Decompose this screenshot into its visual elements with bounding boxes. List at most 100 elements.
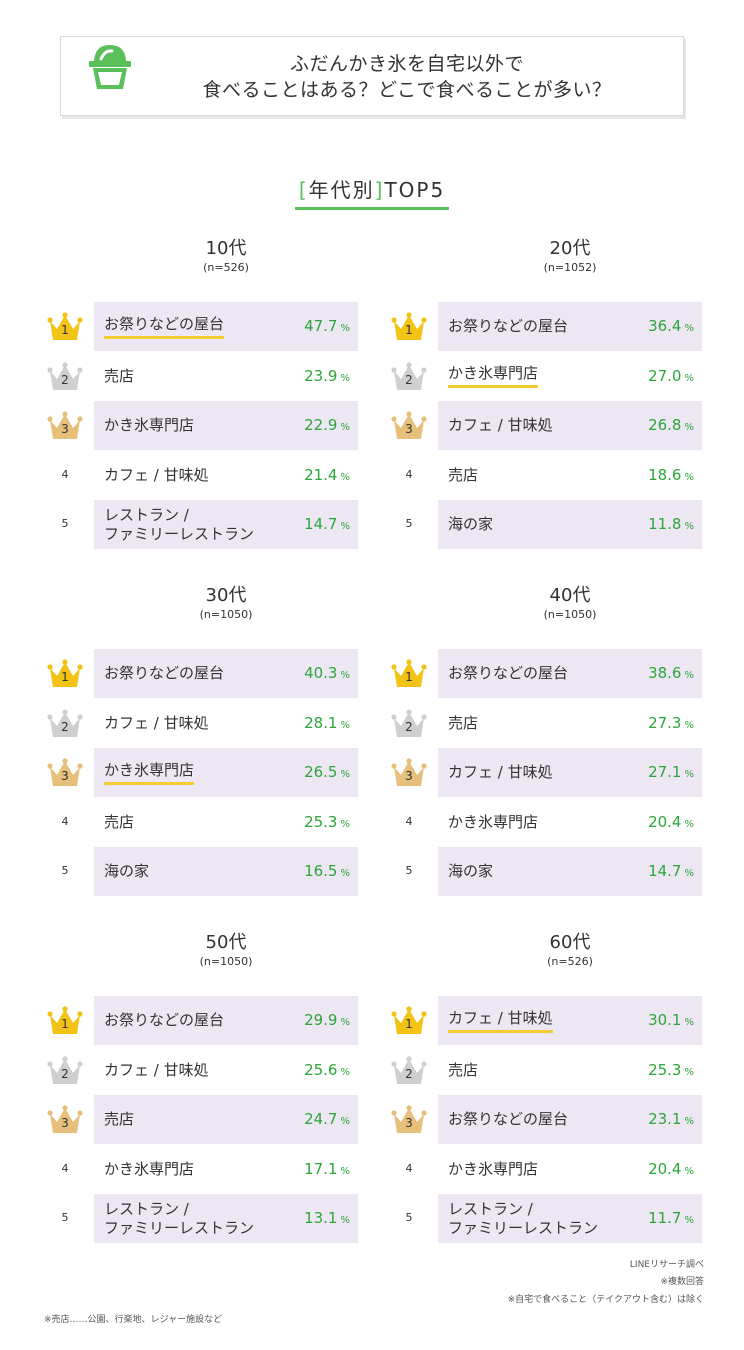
- value-number: 23.9: [304, 366, 338, 385]
- ranking-panel: 30代 (n=1050) 1 お祭りなどの屋台 40.3% 2 カフェ / 甘味処 28.1%…: [36, 585, 358, 897]
- place-label-text: 海の家: [448, 862, 494, 880]
- ranking-row: 5 レストラン / ファミリーレストラン 13.1%: [36, 1194, 358, 1243]
- ranking-panel: 40代 (n=1050) 1 お祭りなどの屋台 38.6% 2 売店 27.3% 3 カフェ / …: [380, 585, 702, 897]
- place-label-text: ファミリーレストラン: [448, 1218, 599, 1237]
- rank-cell: 2: [36, 699, 94, 748]
- age-group-title: 30代: [205, 585, 247, 606]
- place-label-text: かき氷専門店: [448, 812, 539, 831]
- page-title: ふだんかき氷を自宅以外で 食べることはある？どこで食べることが多い？: [141, 51, 673, 103]
- ranking-row: 1 お祭りなどの屋台 38.6%: [380, 649, 702, 698]
- crown-icon: [47, 1055, 83, 1084]
- crown-icon: [391, 708, 427, 737]
- percentage-value: 14.7%: [304, 500, 350, 549]
- crown-icon: [47, 1006, 83, 1034]
- crown-icon: [391, 659, 427, 687]
- ranking-row: 5 海の家 14.7%: [380, 847, 702, 896]
- value-number: 26.5: [304, 763, 338, 781]
- row-cell: カフェ / 甘味処 27.1%: [438, 748, 702, 797]
- crown-icon: [47, 361, 83, 390]
- row-cell: レストラン / ファミリーレストラン 13.1%: [94, 1194, 358, 1243]
- crown-icon: [47, 1105, 83, 1133]
- crown-icon: [47, 411, 83, 439]
- rank-number: 1: [405, 670, 413, 684]
- sample-size: (n=1052): [543, 261, 597, 274]
- percentage-value: 27.0%: [648, 352, 694, 401]
- row-cell: かき氷専門店 22.9%: [94, 401, 358, 450]
- crown-icon: [391, 361, 427, 390]
- rank-number: 1: [405, 323, 413, 337]
- place-label: 海の家: [448, 847, 628, 896]
- percentage-value: 22.9%: [304, 401, 350, 450]
- rank-number: 5: [61, 1211, 69, 1224]
- place-label: お祭りなどの屋台: [448, 302, 628, 351]
- crown-icon: [391, 1055, 427, 1084]
- rank-number: 1: [405, 1017, 413, 1031]
- place-label-text: かき氷専門店: [104, 1159, 195, 1178]
- value-number: 30.1: [648, 1011, 682, 1029]
- ranking-panel: 10代 (n=526) 1 お祭りなどの屋台 47.7% 2 売店 23.9% 3 かき氷専門店 2…: [36, 238, 358, 550]
- ranking-row: 5 レストラン / ファミリーレストラン 14.7%: [36, 500, 358, 549]
- place-label: かき氷専門店: [448, 352, 628, 401]
- footnote-exclude: ※自宅で食べること（テイクアウト含む）は除く: [507, 1295, 704, 1305]
- percentage-value: 26.5%: [304, 748, 350, 797]
- rank-cell: 2: [36, 1046, 94, 1095]
- percentage-value: 27.3%: [648, 699, 694, 748]
- place-label: お祭りなどの屋台: [448, 1095, 628, 1144]
- place-label-text: ファミリーレストラン: [104, 524, 255, 543]
- subtitle-text: 年代別: [308, 178, 375, 202]
- value-unit: %: [684, 769, 694, 780]
- place-label: かき氷専門店: [448, 798, 628, 847]
- crown-icon: [391, 758, 427, 786]
- age-group-title: 50代: [205, 932, 247, 953]
- ranking-row: 2 カフェ / 甘味処 28.1%: [36, 699, 356, 748]
- place-label-text: お祭りなどの屋台: [448, 664, 569, 682]
- percentage-value: 14.7%: [648, 847, 694, 896]
- row-cell: お祭りなどの屋台 29.9%: [94, 996, 358, 1045]
- subtitle-suffix: TOP5: [384, 178, 446, 202]
- ranking-row: 5 レストラン / ファミリーレストラン 11.7%: [380, 1194, 702, 1243]
- place-label-text: 海の家: [448, 515, 494, 533]
- value-unit: %: [340, 818, 350, 830]
- rank-number: 2: [61, 1066, 69, 1081]
- ranking-row: 2 売店 25.3%: [380, 1046, 700, 1095]
- percentage-value: 36.4%: [648, 302, 694, 351]
- value-number: 17.1: [304, 1159, 338, 1178]
- rank-cell: 3: [380, 748, 438, 797]
- shaved-ice-icon: [89, 45, 131, 89]
- row-cell: カフェ / 甘味処 30.1%: [438, 996, 702, 1045]
- ranking-row: 2 売店 23.9%: [36, 352, 356, 401]
- value-unit: %: [684, 372, 694, 384]
- title-line-1: ふだんかき氷を自宅以外で: [289, 53, 524, 75]
- age-group-title: 40代: [549, 585, 591, 606]
- value-number: 21.4: [304, 465, 338, 484]
- crown-icon: [391, 1006, 427, 1034]
- place-label: レストラン / ファミリーレストラン: [448, 1194, 628, 1243]
- rank-cell: 4: [380, 798, 438, 847]
- panel-header: 30代 (n=1050): [94, 585, 358, 623]
- crown-icon: [391, 1105, 427, 1133]
- place-label-text: 海の家: [104, 862, 150, 880]
- rank-cell: 1: [36, 996, 94, 1045]
- value-unit: %: [684, 1165, 694, 1177]
- crown-icon: [47, 708, 83, 737]
- rank-number: 2: [405, 1066, 413, 1081]
- value-number: 20.4: [648, 1159, 682, 1178]
- value-number: 13.1: [304, 1209, 338, 1227]
- percentage-value: 28.1%: [304, 699, 350, 748]
- percentage-value: 25.6%: [304, 1046, 350, 1095]
- crown-icon: [391, 411, 427, 439]
- sample-size: (n=526): [547, 955, 593, 968]
- rank-cell: 1: [380, 302, 438, 351]
- rank-number: 4: [405, 467, 413, 481]
- age-group-title: 20代: [549, 238, 591, 259]
- row-cell: かき氷専門店 17.1%: [94, 1145, 358, 1194]
- value-number: 25.6: [304, 1060, 338, 1079]
- place-label-text: カフェ / 甘味処: [448, 1009, 553, 1033]
- value-unit: %: [340, 422, 350, 433]
- panel-header: 60代 (n=526): [438, 932, 702, 970]
- row-cell: カフェ / 甘味処 28.1%: [94, 699, 358, 748]
- ranking-row: 2 カフェ / 甘味処 25.6%: [36, 1046, 356, 1095]
- ranking-row: 4 売店 25.3%: [36, 798, 356, 847]
- rank-number: 2: [61, 372, 69, 387]
- ranking-row: 5 海の家 16.5%: [36, 847, 358, 896]
